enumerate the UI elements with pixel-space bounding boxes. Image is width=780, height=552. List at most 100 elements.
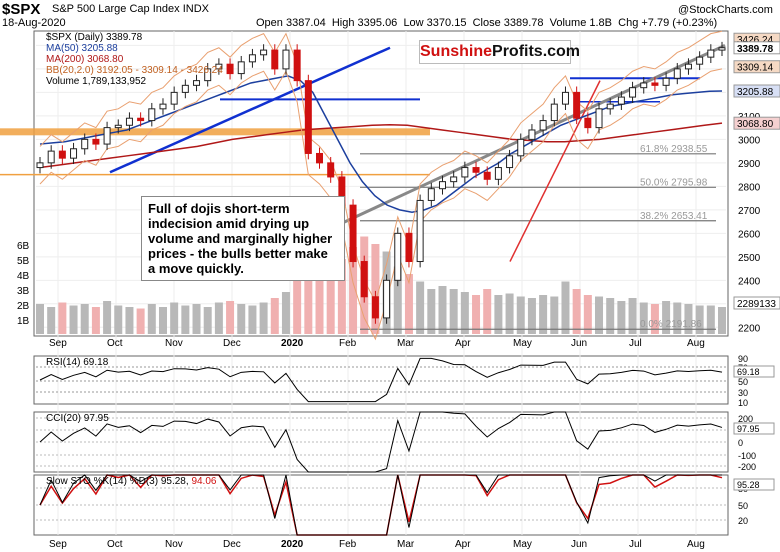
candle-body [260,49,268,56]
chart-date: 18-Aug-2020 [2,17,66,29]
month-label: Dec [223,338,241,349]
right-price-label: 3205.88 [737,87,774,98]
volume-bar [494,295,503,334]
volume-bar [192,304,201,334]
volume-bar [136,308,145,334]
price-tick-label: 2800 [738,182,761,193]
volume-bar [393,266,402,334]
volume-bar [583,295,592,334]
volume-bar [36,304,44,334]
candle-body [193,80,201,86]
month-label: Feb [339,338,357,349]
month-label-bottom: May [513,539,532,550]
right-price-label-box [733,60,780,74]
right-price-label-box [733,41,780,55]
candle-body [584,117,592,129]
volume-bar [595,296,604,334]
volume-bar [170,302,179,334]
candle-body [383,279,391,319]
month-label: Apr [455,338,471,349]
month-label: Oct [107,338,123,349]
cci-tick-label: -100 [738,451,756,461]
volume-bar [281,292,290,334]
volume-tick-label: 1B [17,316,30,327]
candle-body [550,103,558,122]
month-label-bottom: Jul [629,539,642,550]
candle-body [103,127,111,145]
volume-bar [349,247,358,334]
legend-main: $SPX (Daily) 3389.78 [46,32,143,43]
volume-bar [214,302,223,334]
volume-bar [404,274,413,334]
price-tick-label: 2900 [738,159,761,170]
candle-body [371,296,379,319]
candle-body [159,103,167,110]
volume-bar [80,304,89,334]
candle-body [673,68,681,79]
candle-body [70,148,78,159]
candle-body [651,82,659,86]
candle-body [170,91,178,105]
volume-bar [315,251,324,334]
candle-body [36,162,44,169]
volume-tick-label: 3B [17,286,30,297]
candle-body [450,176,458,183]
month-label: May [513,338,532,349]
cci-label: CCI(20) 97.95 [46,413,109,424]
axis-labels: 2200230024002500260027002800290030003100… [17,32,780,550]
candle-body [427,188,435,201]
exchange-label: INDX [182,3,209,15]
month-label: 2020 [281,338,304,349]
candle-body [629,87,637,98]
candle-body [316,152,324,164]
month-label-bottom: 2020 [281,539,304,550]
candle-body [215,63,223,70]
volume-tick-label: 4B [17,271,30,282]
volume-tick-label: 5B [17,256,30,267]
volume-bar [483,289,492,334]
open-value: Open 3387.04 [256,17,326,29]
candle-body [640,82,648,89]
candle-body [293,49,301,82]
volume-bar [203,307,212,334]
rsi-line [39,357,723,403]
right-price-label-box [733,84,780,98]
candle-body [248,54,256,63]
month-label-bottom: Dec [223,539,241,550]
volume-bar [158,307,167,334]
rsi-tick-label: 50 [738,377,748,387]
chart-name: S&P 500 Large Cap Index INDX [52,3,209,15]
volume-bar [270,298,279,334]
sto-label: Slow STO %K(14) %D(3) 95.28, 94.06 [46,476,216,487]
candle-body [237,61,245,75]
ma50-line [39,75,723,213]
volume-bar [516,296,525,334]
candle-body [684,63,692,70]
sto-k-line [39,474,722,536]
sto-tick-label: 50 [738,501,748,511]
volume-tick-label: 6B [17,241,30,252]
candle-body [539,120,547,131]
volume-bar [237,304,246,334]
candle-body [137,117,145,122]
sto-tick-label: 20 [738,516,748,526]
volume-bar [125,307,134,334]
indicator-lines: 90705030102001000-100-20080502069.1897.9… [36,354,775,536]
month-label-bottom: Nov [165,539,183,550]
sto-last-box [733,478,775,491]
volume-bar [91,307,100,334]
month-label: Aug [687,338,705,349]
candle-body [461,167,469,178]
volume-bar [259,302,268,334]
volume-bar [639,302,648,334]
high-value: High 3395.06 [331,17,398,29]
candle-body [606,103,614,110]
month-label-bottom: Sep [49,539,67,550]
volume-bar [539,295,548,334]
cci-tick-label: -200 [738,462,756,472]
candle-body [595,108,603,129]
volume-bar [706,305,715,334]
rsi-last-value: 69.18 [737,367,760,377]
fib-level-label: 38.2% 2653.41 [640,211,708,222]
candle-body [304,80,312,154]
